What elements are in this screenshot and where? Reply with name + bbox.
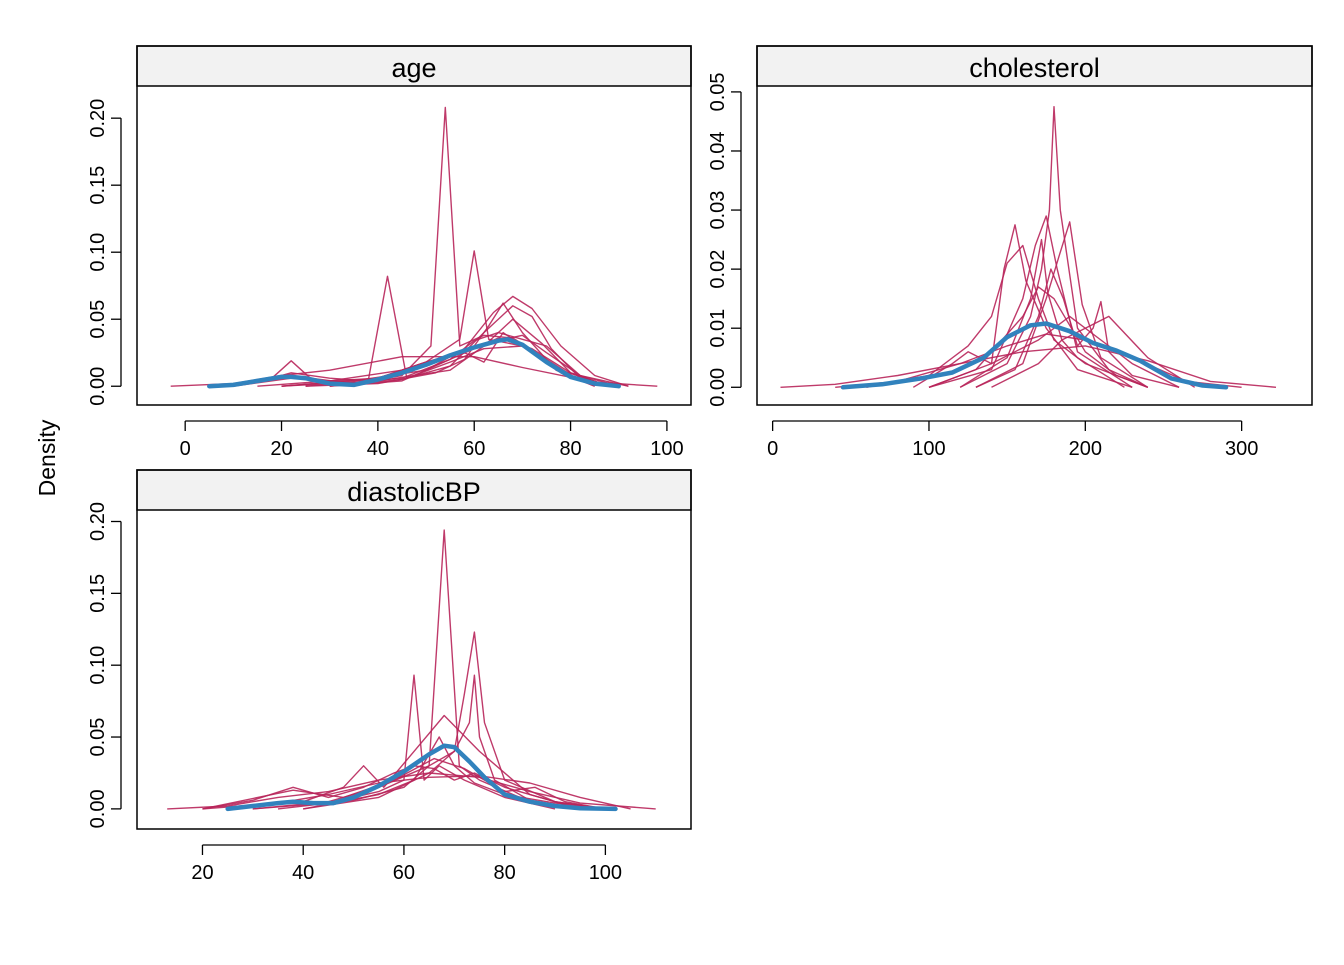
y-tick-label: 0.02 xyxy=(707,250,729,289)
y-tick-label: 0.03 xyxy=(707,191,729,230)
x-tick-label: 40 xyxy=(292,862,314,884)
curves xyxy=(167,529,656,812)
y-tick-label: 0.15 xyxy=(87,166,109,205)
panel-diastolicBP: diastolicBP 20 40 60 80 100 0.00 0.05 0.10 0.15 0.… xyxy=(87,469,692,884)
imputed-density-line xyxy=(233,106,619,387)
imputed-density-line xyxy=(866,244,1149,388)
x-tick-label: 100 xyxy=(912,438,945,460)
imputed-density-line xyxy=(303,736,606,810)
x-tick-label: 300 xyxy=(1225,438,1258,460)
imputed-density-line xyxy=(928,215,1133,388)
panel-title: cholesterol xyxy=(969,53,1100,83)
strip-header xyxy=(136,45,692,87)
strip-header xyxy=(136,469,692,511)
panel-cholesterol: cholesterol 0 100 200 300 0.00 0.01 0.02 0.03 0.0… xyxy=(707,45,1313,460)
observed-density-line xyxy=(207,337,621,389)
imputed-density-line xyxy=(202,757,606,810)
panel-title: age xyxy=(391,53,436,83)
y-tick-label: 0.00 xyxy=(707,368,729,407)
imputed-density-line xyxy=(303,631,606,810)
imputed-density-line xyxy=(959,238,1125,388)
imputed-density-line xyxy=(167,772,656,810)
imputed-density-line xyxy=(277,529,581,810)
panel-frame xyxy=(136,45,692,406)
x-tick-label: 80 xyxy=(494,862,516,884)
imputed-density-line xyxy=(780,345,1277,388)
curves xyxy=(170,106,658,389)
x-tick-label: 60 xyxy=(463,438,485,460)
y-tick-label: 0.10 xyxy=(87,646,109,685)
imputed-density-line xyxy=(959,106,1149,388)
imputed-density-line xyxy=(281,318,610,387)
observed-density-line xyxy=(225,743,618,812)
x-tick-label: 80 xyxy=(559,438,581,460)
x-tick-label: 20 xyxy=(270,438,292,460)
imputed-density-line xyxy=(991,315,1196,388)
y-tick-label: 0.04 xyxy=(707,132,729,171)
curves xyxy=(780,106,1277,390)
x-tick-label: 200 xyxy=(1069,438,1102,460)
panel-age: age 0 20 40 60 80 100 0.00 0.05 0.10 0.15 0.20 xyxy=(87,45,692,460)
panel-frame xyxy=(136,469,692,830)
strip-header xyxy=(756,45,1313,87)
y-tick-label: 0.00 xyxy=(87,367,109,406)
imputed-density-line xyxy=(912,224,1133,388)
x-tick-label: 0 xyxy=(767,438,778,460)
x-tick-label: 20 xyxy=(191,862,213,884)
y-tick-label: 0.10 xyxy=(87,233,109,272)
y-tick-label: 0.20 xyxy=(87,502,109,541)
y-tick-label: 0.00 xyxy=(87,789,109,828)
y-axis-label: Density xyxy=(34,419,60,496)
panel-title: diastolicBP xyxy=(347,477,481,507)
x-tick-label: 100 xyxy=(589,862,622,884)
y-tick-label: 0.05 xyxy=(707,72,729,111)
y-tick-label: 0.15 xyxy=(87,574,109,613)
imputed-density-line xyxy=(975,221,1149,388)
panel-frame xyxy=(756,45,1313,406)
x-tick-label: 40 xyxy=(367,438,389,460)
y-tick-label: 0.20 xyxy=(87,99,109,138)
y-tick-label: 0.05 xyxy=(87,300,109,339)
y-tick-label: 0.05 xyxy=(87,718,109,757)
imputed-density-line xyxy=(928,286,1149,388)
observed-density-line xyxy=(840,321,1229,390)
imputed-density-line xyxy=(975,268,1180,388)
x-tick-label: 60 xyxy=(393,862,415,884)
imputed-density-line xyxy=(227,714,581,810)
imputed-density-line xyxy=(928,315,1180,388)
x-tick-label: 100 xyxy=(650,438,683,460)
y-tick-label: 0.01 xyxy=(707,309,729,348)
imputed-density-line xyxy=(305,337,610,387)
x-tick-label: 0 xyxy=(180,438,191,460)
panels: age 0 20 40 60 80 100 0.00 0.05 0.10 0.15 0.20 chole… xyxy=(87,45,1313,884)
